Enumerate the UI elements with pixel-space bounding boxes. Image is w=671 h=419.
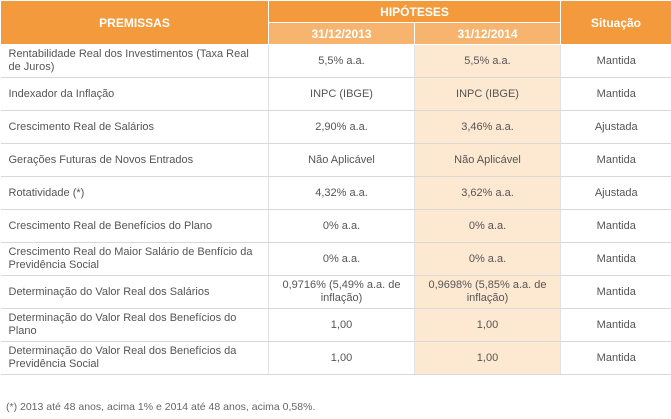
- table-row: Determinação do Valor Real dos Benefício…: [0, 308, 671, 342]
- row-label: Determinação do Valor Real dos Salários: [0, 275, 269, 309]
- value-2013: 5,5% a.a.: [268, 44, 415, 78]
- value-2013: 1,00: [268, 341, 415, 375]
- situacao-value: Mantida: [560, 308, 671, 342]
- value-2013: 1,00: [268, 308, 415, 342]
- situacao-value: Mantida: [560, 143, 671, 177]
- table-row: Gerações Futuras de Novos Entrados Não A…: [0, 143, 671, 177]
- situacao-value: Mantida: [560, 77, 671, 111]
- row-label: Gerações Futuras de Novos Entrados: [0, 143, 269, 177]
- header-hipoteses: HIPÓTESES: [268, 0, 561, 23]
- value-2013: 0,9716% (5,49% a.a. de inflação): [268, 275, 415, 309]
- value-2014: 3,62% a.a.: [414, 176, 561, 210]
- header-2014: 31/12/2014: [414, 22, 561, 45]
- header-situacao: Situação: [560, 0, 671, 45]
- row-label: Crescimento Real de Benefícios do Plano: [0, 209, 269, 243]
- situacao-value: Mantida: [560, 341, 671, 375]
- value-2014: 5,5% a.a.: [414, 44, 561, 78]
- row-label: Crescimento Real do Maior Salário de Ben…: [0, 242, 269, 276]
- situacao-value: Mantida: [560, 275, 671, 309]
- situacao-value: Mantida: [560, 209, 671, 243]
- value-2014: 1,00: [414, 308, 561, 342]
- value-2013: 4,32% a.a.: [268, 176, 415, 210]
- value-2013: 0% a.a.: [268, 242, 415, 276]
- table-row: Rentabilidade Real dos Investimentos (Ta…: [0, 44, 671, 78]
- table-row: Crescimento Real do Maior Salário de Ben…: [0, 242, 671, 276]
- value-2014: 0,9698% (5,85% a.a. de inflação): [414, 275, 561, 309]
- table-row: Indexador da Inflação INPC (IBGE) INPC (…: [0, 77, 671, 111]
- value-2013: INPC (IBGE): [268, 77, 415, 111]
- value-2013: 2,90% a.a.: [268, 110, 415, 144]
- row-label: Crescimento Real de Salários: [0, 110, 269, 144]
- table-row: Determinação do Valor Real dos Salários …: [0, 275, 671, 309]
- table-row: Crescimento Real de Salários 2,90% a.a. …: [0, 110, 671, 144]
- table-row: Crescimento Real de Benefícios do Plano …: [0, 209, 671, 243]
- premissas-table: PREMISSAS HIPÓTESES Situação 31/12/2013 …: [0, 0, 671, 375]
- value-2014: INPC (IBGE): [414, 77, 561, 111]
- footnote: (*) 2013 até 48 anos, acima 1% e 2014 at…: [6, 401, 316, 413]
- header-2013: 31/12/2013: [268, 22, 415, 45]
- row-label: Determinação do Valor Real dos Benefício…: [0, 308, 269, 342]
- row-label: Determinação do Valor Real dos Benefício…: [0, 341, 269, 375]
- situacao-value: Mantida: [560, 242, 671, 276]
- value-2014: Não Aplicável: [414, 143, 561, 177]
- situacao-value: Mantida: [560, 44, 671, 78]
- row-label: Rotatividade (*): [0, 176, 269, 210]
- row-label: Rentabilidade Real dos Investimentos (Ta…: [0, 44, 269, 78]
- situacao-value: Ajustada: [560, 176, 671, 210]
- table-row: Determinação do Valor Real dos Benefício…: [0, 341, 671, 375]
- table-row: Rotatividade (*) 4,32% a.a. 3,62% a.a. A…: [0, 176, 671, 210]
- value-2014: 0% a.a.: [414, 209, 561, 243]
- situacao-value: Ajustada: [560, 110, 671, 144]
- row-label: Indexador da Inflação: [0, 77, 269, 111]
- value-2013: 0% a.a.: [268, 209, 415, 243]
- value-2014: 3,46% a.a.: [414, 110, 561, 144]
- value-2014: 1,00: [414, 341, 561, 375]
- header-premissas: PREMISSAS: [0, 0, 269, 45]
- value-2013: Não Aplicável: [268, 143, 415, 177]
- value-2014: 0% a.a.: [414, 242, 561, 276]
